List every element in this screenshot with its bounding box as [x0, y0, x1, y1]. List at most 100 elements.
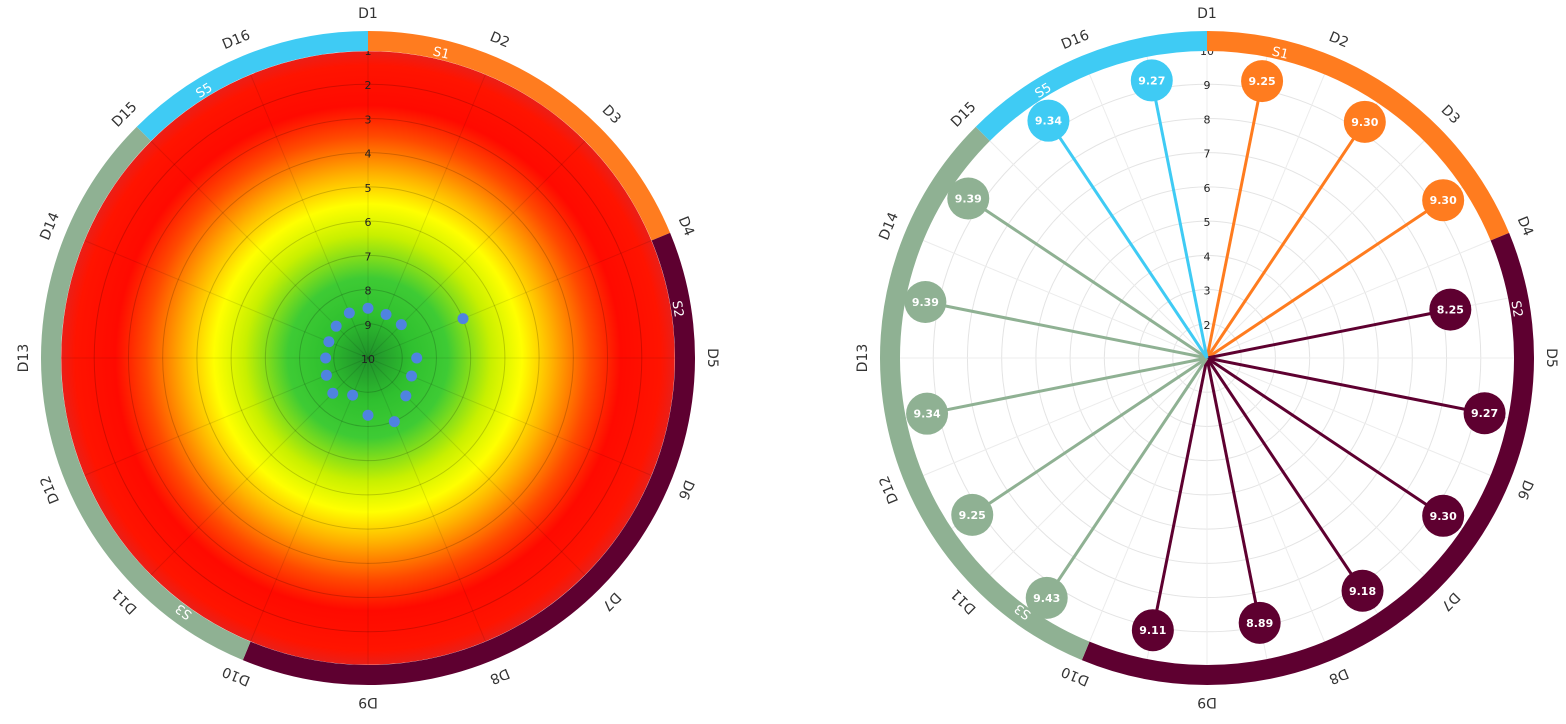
grid-spoke — [249, 357, 369, 643]
lollipop-head — [1343, 100, 1386, 143]
segment-arc — [1081, 232, 1534, 685]
r-tick-label: 8 — [1204, 113, 1211, 126]
data-point — [406, 370, 418, 382]
value-label: 9.30 — [1351, 116, 1378, 129]
lollipop-head — [1238, 601, 1281, 644]
grid-ring — [93, 83, 643, 633]
segment-arc — [136, 31, 369, 141]
lollipop-stem — [926, 356, 1208, 416]
segment-arc — [975, 31, 1208, 141]
data-point — [330, 320, 342, 332]
data-point — [320, 369, 332, 381]
r-tick-label: 5 — [365, 182, 372, 195]
dimension-label: D14 — [37, 210, 63, 243]
grid-spoke — [1206, 73, 1326, 359]
dimension-label: D7 — [1438, 589, 1463, 614]
dimension-label: D13 — [855, 344, 871, 373]
segment-arc — [367, 31, 671, 241]
dimension-label: D11 — [948, 585, 980, 617]
dimension-label: D12 — [876, 473, 902, 506]
r-tick-label: 3 — [365, 113, 372, 126]
value-label: 9.34 — [914, 408, 941, 421]
dimension-label: D2 — [487, 29, 511, 51]
data-point — [388, 416, 400, 428]
dimension-label: D7 — [599, 589, 624, 614]
chart-radial-lollipop: 23456789109.259.309.308.259.279.309.188.… — [855, 6, 1559, 710]
grid-spoke — [988, 357, 1208, 577]
lollipop-stem — [1206, 356, 1485, 415]
grid-ring — [230, 220, 506, 496]
lollipop-stem — [1205, 120, 1367, 359]
lollipop-head — [906, 392, 949, 435]
dimension-label: D16 — [1059, 27, 1092, 53]
lollipop-stem — [1045, 357, 1209, 599]
data-point — [457, 313, 469, 325]
lollipop-stem — [1206, 198, 1445, 360]
r-tick-label: 7 — [1204, 148, 1211, 161]
dimension-label: D5 — [1543, 348, 1559, 368]
data-point — [323, 336, 335, 348]
r-tick-label: 7 — [365, 250, 372, 263]
lollipop-head — [947, 177, 990, 220]
value-label: 9.34 — [1035, 115, 1062, 128]
data-point — [347, 389, 359, 401]
segment-arc — [41, 126, 251, 661]
grid-ring — [196, 186, 540, 530]
dimension-label: D8 — [487, 665, 511, 687]
dimension-label: D3 — [1438, 102, 1463, 127]
segment-label: S5 — [1032, 80, 1054, 101]
lollipop-stem — [925, 300, 1208, 360]
segment-label: S5 — [193, 80, 215, 101]
segment-arc — [1206, 31, 1510, 241]
grid-spoke — [1206, 239, 1492, 359]
dimension-label: D5 — [704, 348, 720, 368]
r-tick-label: 4 — [365, 148, 372, 161]
r-tick-label: 4 — [1204, 250, 1211, 263]
data-point — [362, 409, 374, 421]
dimension-label: D13 — [16, 344, 32, 373]
data-point — [362, 302, 374, 314]
value-label: 8.89 — [1246, 617, 1273, 630]
data-point — [400, 390, 412, 402]
dimension-label: D10 — [1059, 663, 1092, 689]
value-label: 9.39 — [955, 192, 982, 205]
lollipop-head — [1025, 576, 1068, 619]
r-tick-label: 1 — [365, 45, 372, 58]
lollipop-stem — [1047, 119, 1209, 359]
lollipop-stem — [1150, 80, 1209, 359]
data-point — [411, 352, 423, 364]
dimension-label: D9 — [358, 694, 378, 710]
lollipop-stem — [1151, 357, 1209, 631]
dimension-label: D12 — [37, 473, 63, 506]
lollipop-head — [1241, 60, 1284, 103]
grid-spoke — [922, 239, 1208, 359]
lollipop-stem — [1205, 80, 1264, 359]
grid-spoke — [988, 139, 1208, 359]
lollipop-stem — [1205, 357, 1262, 624]
grid-spoke — [367, 239, 653, 359]
r-tick-label: 5 — [1204, 216, 1211, 229]
heatmap-background — [60, 50, 676, 666]
segment-label: S2 — [1507, 300, 1524, 319]
data-point — [327, 387, 339, 399]
value-label: 8.25 — [1437, 304, 1464, 317]
value-label: 9.27 — [1138, 74, 1165, 87]
dimension-label: D3 — [599, 102, 624, 127]
dimension-label: D4 — [1514, 214, 1536, 238]
dimension-label: D11 — [109, 585, 141, 617]
data-point — [320, 352, 332, 364]
dimension-label: D14 — [876, 210, 902, 243]
lollipop-head — [1341, 569, 1384, 612]
value-label: 9.43 — [1033, 592, 1060, 605]
lollipop-stem — [1206, 356, 1445, 518]
lollipop-head — [1429, 288, 1472, 331]
grid-spoke — [83, 357, 369, 477]
lollipop-head — [1422, 494, 1465, 537]
lollipop-head — [951, 493, 994, 536]
lollipop-stem — [1205, 357, 1364, 592]
data-point — [380, 308, 392, 320]
dimension-label: D9 — [1197, 694, 1217, 710]
r-tick-label: 9 — [1204, 79, 1211, 92]
r-tick-label: 2 — [365, 79, 372, 92]
